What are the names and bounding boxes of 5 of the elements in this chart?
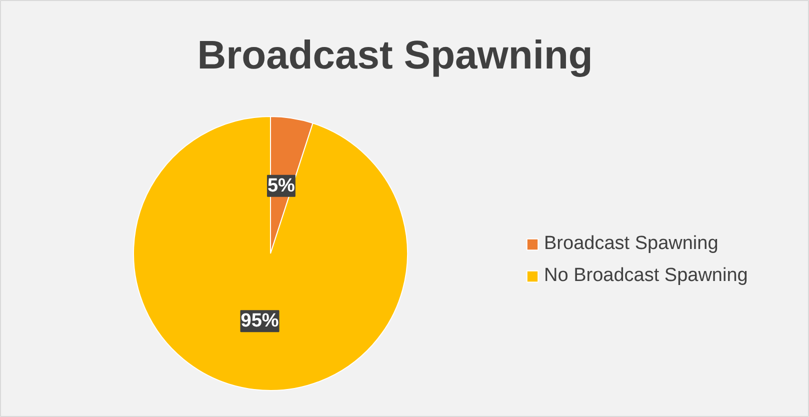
legend-label: No Broadcast Spawning	[544, 265, 748, 287]
data-label: 95%	[240, 310, 279, 332]
data-label: 5%	[267, 175, 296, 196]
legend-label: Broadcast Spawning	[544, 233, 718, 255]
chart-title: Broadcast Spawning	[197, 34, 593, 78]
